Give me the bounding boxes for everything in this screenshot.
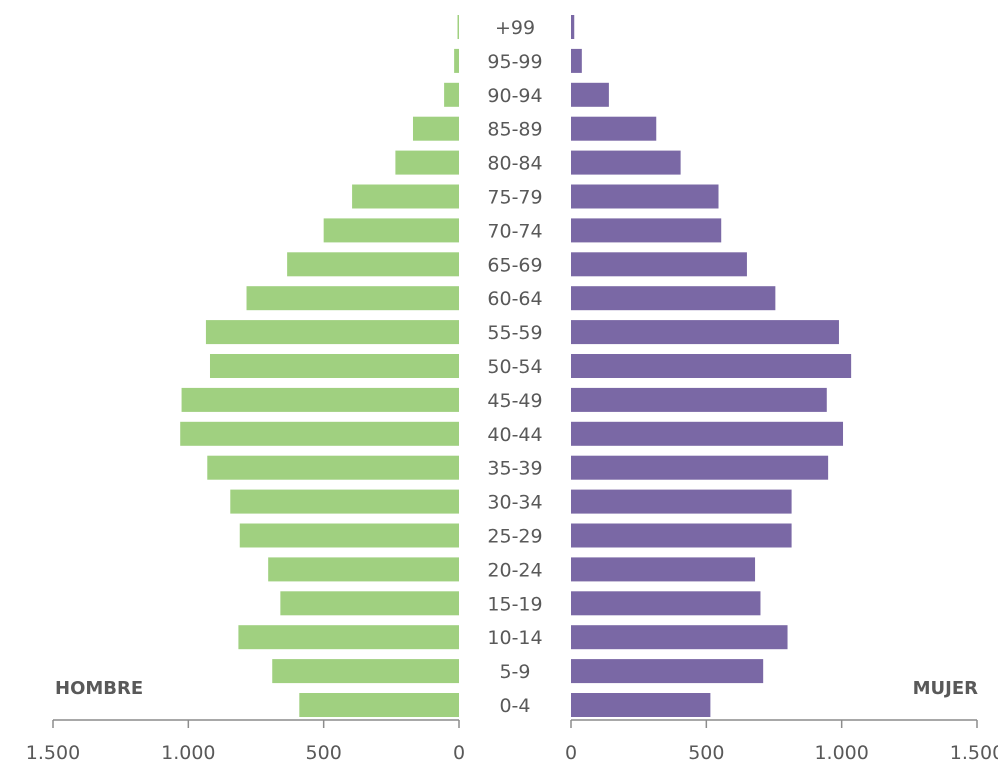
bar-hombre-40-44 xyxy=(180,421,460,446)
bar-hombre-75-79 xyxy=(352,184,459,209)
tick-label-left-500: 500 xyxy=(306,742,342,764)
bar-mujer-20-24 xyxy=(571,557,756,582)
bar-mujer-60-64 xyxy=(571,286,776,311)
tick-label-right-500: 500 xyxy=(688,742,724,764)
bar-mujer-85-89 xyxy=(571,116,657,141)
bar-mujer-15-19 xyxy=(571,591,761,616)
age-label-25-29: 25-29 xyxy=(487,526,542,548)
bar-mujer-75-79 xyxy=(571,184,719,209)
age-label-90-94: 90-94 xyxy=(487,85,542,107)
age-label-5-9: 5-9 xyxy=(499,661,530,683)
age-label-55-59: 55-59 xyxy=(487,322,542,344)
bar-mujer-90-94 xyxy=(571,82,609,107)
age-label-15-19: 15-19 xyxy=(487,593,542,615)
age-label-50-54: 50-54 xyxy=(487,356,542,378)
bar-mujer-55-59 xyxy=(571,320,839,345)
tick-label-right-1500: 1.500 xyxy=(950,742,998,764)
tick-label-right-1000: 1.000 xyxy=(814,742,868,764)
bar-hombre-0-4 xyxy=(299,693,459,717)
age-label-20-24: 20-24 xyxy=(487,559,542,581)
bar-hombre-5-9 xyxy=(272,659,459,684)
bar-mujer-30-34 xyxy=(571,489,792,514)
bar-mujer-5-9 xyxy=(571,659,764,684)
tick-label-left-1500: 1.500 xyxy=(26,742,80,764)
age-label-30-34: 30-34 xyxy=(487,492,542,514)
bar-mujer-65-69 xyxy=(571,252,747,277)
age-label-70-74: 70-74 xyxy=(487,220,542,242)
bar-hombre-15-19 xyxy=(280,591,459,616)
age-label-60-64: 60-64 xyxy=(487,288,542,310)
bar-mujer-10-14 xyxy=(571,625,788,650)
hombre-bars xyxy=(180,15,460,717)
bar-hombre-25-29 xyxy=(239,523,459,548)
bar-hombre-95-99 xyxy=(454,48,459,73)
tick-label-left-1000: 1.000 xyxy=(161,742,215,764)
bar-hombre-80-84 xyxy=(395,150,459,175)
bar-hombre-30-34 xyxy=(230,489,459,514)
bar-hombre-60-64 xyxy=(246,286,459,311)
mujer-bars xyxy=(571,15,852,717)
age-label-85-89: 85-89 xyxy=(487,119,542,141)
age-label-95-99: 95-99 xyxy=(487,51,542,73)
bar-mujer-80-84 xyxy=(571,150,681,175)
age-label-10-14: 10-14 xyxy=(487,627,542,649)
age-label-75-79: 75-79 xyxy=(487,187,542,209)
bar-hombre-10-14 xyxy=(238,625,459,650)
bar-hombre-50-54 xyxy=(209,354,459,378)
bar-mujer-+99 xyxy=(571,15,575,39)
legend-hombre-label: HOMBRE xyxy=(55,678,143,699)
bar-hombre-90-94 xyxy=(444,82,459,107)
bar-hombre-+99 xyxy=(457,15,459,39)
tick-label-right-0: 0 xyxy=(565,742,577,764)
x-axis-ticks: 0 0 500 500 1.000 1.000 1.500 1.500 xyxy=(26,720,998,764)
age-label-45-49: 45-49 xyxy=(487,390,542,412)
bar-mujer-70-74 xyxy=(571,218,722,243)
age-label-40-44: 40-44 xyxy=(487,424,542,446)
age-label-35-39: 35-39 xyxy=(487,458,542,480)
bar-mujer-35-39 xyxy=(571,455,829,480)
bar-hombre-55-59 xyxy=(205,320,459,345)
bar-mujer-25-29 xyxy=(571,523,792,548)
bar-mujer-0-4 xyxy=(571,693,711,717)
bar-hombre-85-89 xyxy=(412,116,459,141)
age-group-labels: 0-4 5-9 10-14 15-19 20-24 25-29 30-34 35-39 40-4… xyxy=(487,17,542,717)
bar-mujer-45-49 xyxy=(571,387,827,412)
age-label-+99: +99 xyxy=(495,17,535,39)
bar-hombre-70-74 xyxy=(323,218,459,243)
age-label-0-4: 0-4 xyxy=(499,695,530,717)
bar-hombre-65-69 xyxy=(287,252,459,277)
age-label-80-84: 80-84 xyxy=(487,153,542,175)
bar-mujer-50-54 xyxy=(571,354,852,378)
age-label-65-69: 65-69 xyxy=(487,254,542,276)
legend-mujer-label: MUJER xyxy=(913,678,979,699)
bar-hombre-20-24 xyxy=(268,557,459,582)
bar-hombre-45-49 xyxy=(181,387,460,412)
bar-mujer-95-99 xyxy=(571,48,582,73)
bar-mujer-40-44 xyxy=(571,421,844,446)
tick-label-left-0: 0 xyxy=(453,742,465,764)
bar-hombre-35-39 xyxy=(207,455,459,480)
